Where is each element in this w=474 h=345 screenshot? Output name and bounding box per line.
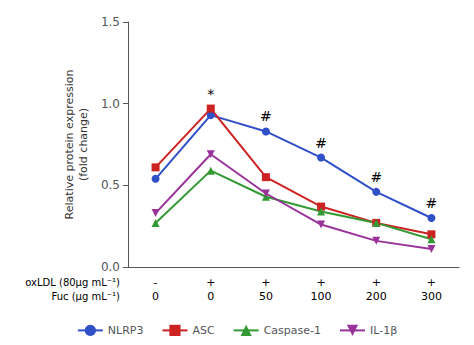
svg-text:50: 50 [259,290,273,303]
svg-text:#: # [426,195,438,211]
svg-text:+: + [316,276,325,289]
svg-text:#: # [260,108,272,124]
svg-text:IL-1β: IL-1β [370,324,397,337]
svg-text:1.5: 1.5 [101,15,120,29]
svg-text:#: # [370,169,382,185]
svg-text:0: 0 [152,290,159,303]
svg-text:Relative protein expression: Relative protein expression [63,70,76,220]
svg-text:(fold change): (fold change) [77,108,90,181]
svg-text:+: + [372,276,381,289]
svg-text:0.5: 0.5 [101,178,120,192]
svg-text:+: + [261,276,270,289]
svg-text:ASC: ASC [192,324,215,337]
svg-text:+: + [427,276,436,289]
svg-text:Fuc (μg mL⁻¹): Fuc (μg mL⁻¹) [51,291,120,302]
svg-text:200: 200 [366,290,387,303]
svg-text:-: - [154,276,158,289]
svg-text:#: # [315,135,327,151]
svg-text:oxLDL (80μg mL⁻¹): oxLDL (80μg mL⁻¹) [25,277,120,288]
svg-text:0.0: 0.0 [101,260,120,274]
svg-text:1.0: 1.0 [101,97,120,111]
svg-text:100: 100 [311,290,332,303]
svg-text:0: 0 [207,290,214,303]
svg-text:+: + [206,276,215,289]
svg-text:*: * [207,86,214,102]
svg-text:NLRP3: NLRP3 [108,324,144,337]
svg-text:300: 300 [421,290,442,303]
svg-text:Caspase-1: Caspase-1 [264,324,321,337]
